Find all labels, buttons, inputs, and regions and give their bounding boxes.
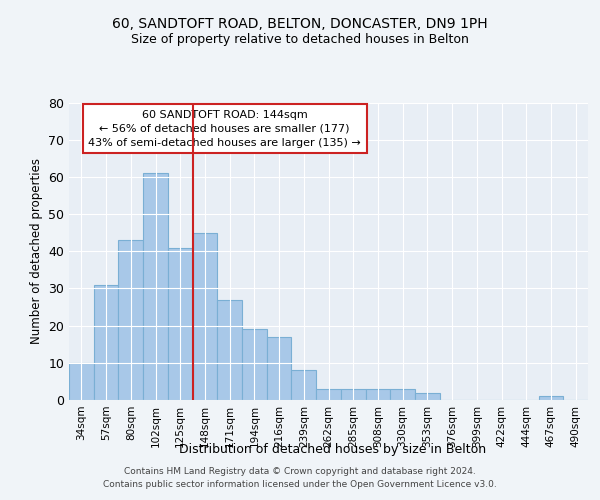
Bar [242,330,267,400]
Bar [292,370,316,400]
Bar [69,363,94,400]
Bar [168,248,193,400]
Text: Contains public sector information licensed under the Open Government Licence v3: Contains public sector information licen… [103,480,497,489]
Bar [143,173,168,400]
Bar [193,232,217,400]
Y-axis label: Number of detached properties: Number of detached properties [29,158,43,344]
Bar [390,389,415,400]
Bar [316,389,341,400]
Text: Distribution of detached houses by size in Belton: Distribution of detached houses by size … [179,442,487,456]
Bar [415,392,440,400]
Bar [118,240,143,400]
Text: 60, SANDTOFT ROAD, BELTON, DONCASTER, DN9 1PH: 60, SANDTOFT ROAD, BELTON, DONCASTER, DN… [112,18,488,32]
Bar [341,389,365,400]
Text: Size of property relative to detached houses in Belton: Size of property relative to detached ho… [131,32,469,46]
Bar [217,300,242,400]
Bar [539,396,563,400]
Bar [94,284,118,400]
Bar [267,337,292,400]
Text: 60 SANDTOFT ROAD: 144sqm
← 56% of detached houses are smaller (177)
43% of semi-: 60 SANDTOFT ROAD: 144sqm ← 56% of detach… [88,110,361,148]
Bar [365,389,390,400]
Text: Contains HM Land Registry data © Crown copyright and database right 2024.: Contains HM Land Registry data © Crown c… [124,467,476,476]
